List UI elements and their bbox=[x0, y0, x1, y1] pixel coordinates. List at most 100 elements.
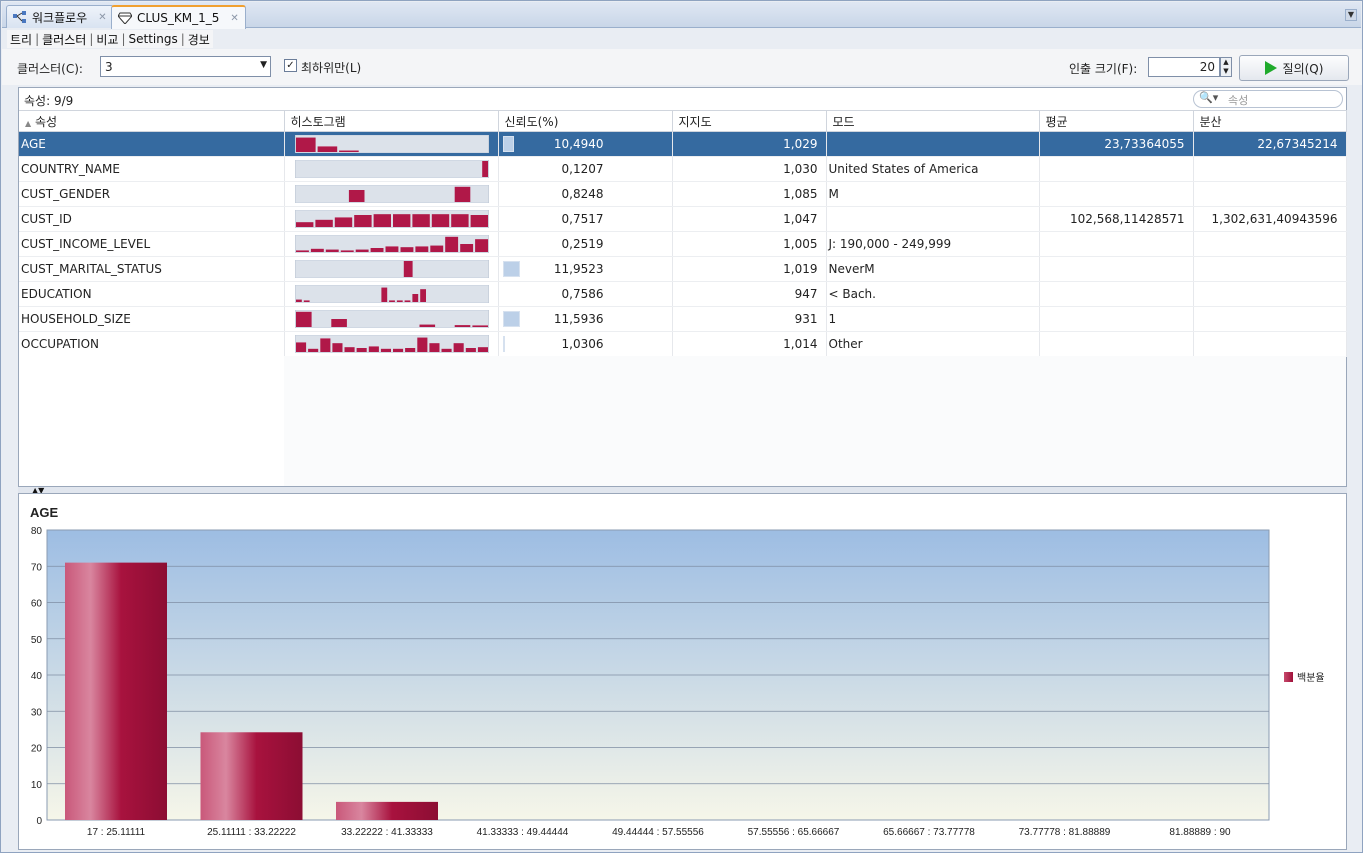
cell-support: 947 bbox=[672, 281, 827, 307]
cluster-select-value: 3 bbox=[105, 60, 113, 74]
cell-variance bbox=[1193, 331, 1347, 357]
attribute-grid: ▲ 속성 히스토그램 신뢰도(%) 지지도 모드 평균 분산 AGE 10,494… bbox=[19, 110, 1347, 357]
histogram-bar bbox=[477, 347, 488, 352]
confidence-bar bbox=[502, 136, 514, 152]
mini-histogram bbox=[294, 160, 489, 178]
y-tick-label: 10 bbox=[31, 780, 43, 791]
collapse-arrows-icon[interactable]: ▲▼ bbox=[32, 486, 45, 495]
cell-mean bbox=[1039, 156, 1194, 182]
tab-clus-km[interactable]: CLUS_KM_1_5 ✕ bbox=[111, 5, 246, 29]
cell-confidence: 11,5936 bbox=[498, 306, 673, 332]
query-button[interactable]: 질의(Q) bbox=[1239, 55, 1349, 81]
x-tick-label: 81.88889 : 90 bbox=[1169, 827, 1231, 838]
split-divider[interactable]: ▲▼ bbox=[18, 486, 1347, 495]
tab-list-menu-button[interactable]: ▼ bbox=[1345, 9, 1357, 21]
tab-cluster[interactable]: 클러스터 bbox=[42, 32, 87, 47]
histogram-bar bbox=[330, 319, 347, 327]
x-tick-label: 57.55556 : 65.66667 bbox=[748, 827, 840, 838]
histogram-bar bbox=[454, 186, 470, 202]
tab-compare[interactable]: 비교 bbox=[96, 32, 119, 47]
histogram-bar bbox=[411, 214, 430, 227]
confidence-value: 10,4940 bbox=[553, 137, 604, 151]
cell-variance bbox=[1193, 306, 1347, 332]
x-tick-label: 33.22222 : 41.33333 bbox=[341, 827, 433, 838]
histogram-bar bbox=[450, 214, 469, 227]
close-icon[interactable]: ✕ bbox=[98, 11, 107, 23]
histogram-bar bbox=[470, 215, 488, 227]
fetch-size-spinner[interactable]: ▲ ▼ bbox=[1220, 57, 1232, 77]
tab-workflow[interactable]: 워크플로우 ✕ bbox=[6, 5, 114, 28]
cluster-label: 클러스터(C): bbox=[17, 62, 83, 76]
diamond-icon bbox=[117, 12, 133, 25]
tab-tree[interactable]: 트리 bbox=[10, 32, 33, 47]
cluster-select[interactable]: 3 ▼ bbox=[100, 56, 271, 77]
fetch-size-label: 인출 크기(F): bbox=[1069, 62, 1138, 76]
search-input[interactable]: 🔍▾ 속성 bbox=[1193, 90, 1343, 108]
search-icon[interactable]: 🔍▾ bbox=[1199, 91, 1219, 104]
cell-attribute-name: HOUSEHOLD_SIZE bbox=[19, 306, 285, 332]
histogram-bar bbox=[373, 214, 391, 227]
histogram-bar bbox=[295, 250, 309, 252]
histogram-bar bbox=[353, 215, 372, 227]
histogram-bar bbox=[295, 342, 306, 352]
histogram-bar bbox=[411, 294, 418, 302]
column-header-mode[interactable]: 모드 bbox=[826, 110, 1040, 132]
histogram-bar bbox=[392, 348, 403, 352]
chart-bar[interactable] bbox=[200, 732, 303, 820]
x-tick-label: 41.33333 : 49.44444 bbox=[477, 827, 569, 838]
table-row[interactable]: AGE 10,4940 1,029 23,73364055 22,67345214 bbox=[19, 131, 1347, 157]
cell-attribute-name: CUST_ID bbox=[19, 206, 285, 232]
cell-histogram bbox=[284, 256, 499, 282]
cell-histogram bbox=[284, 156, 499, 182]
histogram-bar bbox=[307, 348, 318, 352]
cell-mode bbox=[826, 206, 1040, 232]
y-tick-label: 80 bbox=[31, 526, 43, 537]
confidence-value: 11,5936 bbox=[553, 312, 604, 326]
chart-bar[interactable] bbox=[336, 801, 438, 820]
cell-histogram bbox=[284, 281, 499, 307]
histogram-bar bbox=[431, 214, 449, 227]
cell-histogram bbox=[284, 331, 499, 357]
table-row[interactable]: CUST_MARITAL_STATUS 11,9523 1,019 NeverM bbox=[19, 256, 1347, 282]
histogram-bar bbox=[348, 190, 364, 202]
column-header-mean[interactable]: 평균 bbox=[1039, 110, 1194, 132]
table-row[interactable]: HOUSEHOLD_SIZE 11,5936 931 1 bbox=[19, 306, 1347, 332]
table-row[interactable]: CUST_INCOME_LEVEL 0,2519 1,005 J: 190,000 -… bbox=[19, 231, 1347, 257]
histogram-bar bbox=[454, 325, 470, 327]
chart-bar[interactable] bbox=[65, 562, 167, 820]
tab-alerts[interactable]: 경보 bbox=[187, 32, 210, 47]
x-tick-label: 49.44444 : 57.55556 bbox=[612, 827, 704, 838]
table-row[interactable]: CUST_ID 0,7517 1,047 102,568,11428571 1,302,… bbox=[19, 206, 1347, 232]
close-icon[interactable]: ✕ bbox=[230, 12, 239, 24]
tab-settings[interactable]: Settings bbox=[128, 32, 178, 46]
fetch-size-input[interactable]: 20 bbox=[1148, 57, 1220, 77]
histogram-bar bbox=[465, 348, 476, 352]
chart-legend: 백분율 bbox=[1284, 669, 1325, 684]
column-header-attribute[interactable]: ▲ 속성 bbox=[19, 110, 285, 132]
attribute-count: 속성: 9/9 bbox=[24, 94, 74, 108]
column-header-confidence[interactable]: 신뢰도(%) bbox=[498, 110, 673, 132]
mini-histogram bbox=[294, 260, 489, 278]
cell-variance bbox=[1193, 156, 1347, 182]
histogram-bar bbox=[334, 217, 352, 227]
y-tick-label: 20 bbox=[31, 744, 43, 755]
column-header-histogram[interactable]: 히스토그램 bbox=[284, 110, 499, 132]
table-row[interactable]: OCCUPATION 1,0306 1,014 Other bbox=[19, 331, 1347, 357]
histogram-bar bbox=[388, 300, 395, 302]
cell-attribute-name: COUNTRY_NAME bbox=[19, 156, 285, 182]
leaf-only-checkbox[interactable]: ✓ bbox=[284, 59, 297, 72]
column-header-variance[interactable]: 분산 bbox=[1193, 110, 1347, 132]
table-row[interactable]: COUNTRY_NAME 0,1207 1,030 United States of … bbox=[19, 156, 1347, 182]
confidence-value: 0,7586 bbox=[561, 287, 604, 301]
leaf-only-label[interactable]: 최하위만(L) bbox=[301, 61, 362, 75]
cell-attribute-name: CUST_INCOME_LEVEL bbox=[19, 231, 285, 257]
histogram-bar bbox=[441, 348, 452, 352]
column-header-support[interactable]: 지지도 bbox=[672, 110, 827, 132]
cell-support: 1,047 bbox=[672, 206, 827, 232]
y-tick-label: 30 bbox=[31, 707, 43, 718]
table-row[interactable]: EDUCATION 0,7586 947 < Bach. bbox=[19, 281, 1347, 307]
table-row[interactable]: CUST_GENDER 0,8248 1,085 M bbox=[19, 181, 1347, 207]
cell-mean: 102,568,11428571 bbox=[1039, 206, 1194, 232]
cell-confidence: 0,7586 bbox=[498, 281, 673, 307]
